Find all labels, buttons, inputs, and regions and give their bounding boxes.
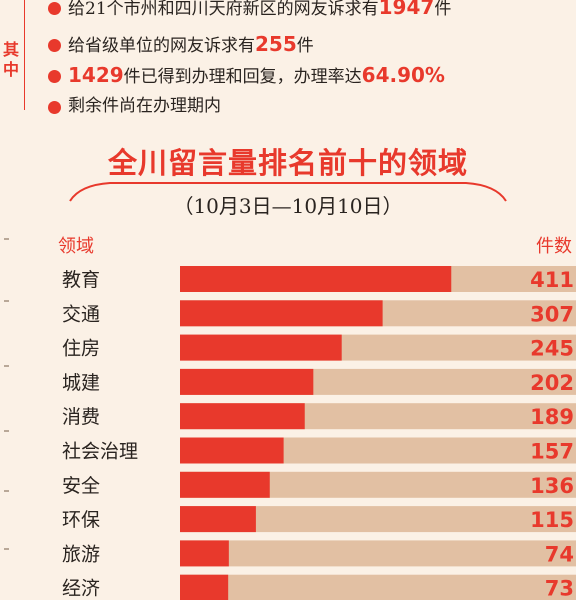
stat-number: 1429 <box>68 63 124 87</box>
chart-title: 全川留言量排名前十的领域 <box>107 146 468 180</box>
data-label: 136 <box>530 474 574 498</box>
stat-item: 给21个市州和四川天府新区的网友诉求有1947件 <box>46 0 566 25</box>
stat-item: 1429件已得到办理和回复，办理率达64.90% <box>46 62 566 93</box>
bar <box>180 368 314 395</box>
data-label: 245 <box>530 337 574 361</box>
category-label: 住房 <box>62 338 100 360</box>
stat-number: 1947 <box>378 0 435 19</box>
category-label: 交通 <box>62 303 100 325</box>
bullet-icon <box>48 39 61 52</box>
chart-subtitle: （10月3日—10月10日） <box>173 194 403 218</box>
category-label: 消费 <box>62 406 100 428</box>
bar <box>180 471 270 498</box>
data-label: 157 <box>530 440 574 464</box>
bar <box>180 334 342 361</box>
bullet-icon <box>48 70 61 83</box>
stat-number: 255 <box>255 32 297 56</box>
bar <box>180 574 229 600</box>
bar <box>180 437 284 464</box>
category-column-header: 领域 <box>58 236 94 257</box>
bar <box>180 403 305 430</box>
data-label: 115 <box>530 508 574 532</box>
stat-text: 件已得到办理和回复，办理率达 <box>123 67 362 87</box>
category-label: 环保 <box>62 509 100 531</box>
stat-text: 剩余件尚在办理期内 <box>68 96 221 116</box>
data-label: 202 <box>530 371 574 395</box>
bar <box>180 506 256 533</box>
stat-item: 剩余件尚在办理期内 <box>46 93 566 124</box>
stat-rate: 64.90% <box>361 63 445 87</box>
title-arc-decoration <box>69 182 507 202</box>
category-label: 社会治理 <box>62 441 138 463</box>
bullet-icon <box>48 2 61 15</box>
stats-list: 给21个市州和四川天府新区的网友诉求有1947件 给省级单位的网友诉求有255件… <box>46 0 566 124</box>
data-label: 189 <box>530 405 574 429</box>
data-label: 411 <box>530 268 574 292</box>
stat-text: 给省级单位的网友诉求有 <box>68 36 255 56</box>
stat-unit: 件 <box>296 36 314 56</box>
category-label: 教育 <box>62 269 100 291</box>
bar-track <box>180 574 576 600</box>
side-divider-line <box>24 0 25 110</box>
side-label: 其中 <box>2 40 19 79</box>
stat-text: 给21个市州和四川天府新区的网友诉求有 <box>68 0 379 19</box>
data-label: 307 <box>530 302 574 326</box>
data-label: 73 <box>545 577 574 600</box>
bar <box>180 300 383 327</box>
stat-unit: 件 <box>434 0 452 19</box>
bar <box>180 540 229 567</box>
category-label: 经济 <box>62 578 100 600</box>
bar-track <box>180 540 576 567</box>
bar <box>180 266 452 292</box>
value-column-header: 件数 <box>536 236 572 257</box>
category-label: 安全 <box>62 475 100 497</box>
category-label: 城建 <box>62 372 100 394</box>
bullet-icon <box>48 101 61 114</box>
category-label: 旅游 <box>62 543 100 565</box>
data-label: 74 <box>545 542 574 566</box>
stat-item: 给省级单位的网友诉求有255件 <box>46 31 566 62</box>
